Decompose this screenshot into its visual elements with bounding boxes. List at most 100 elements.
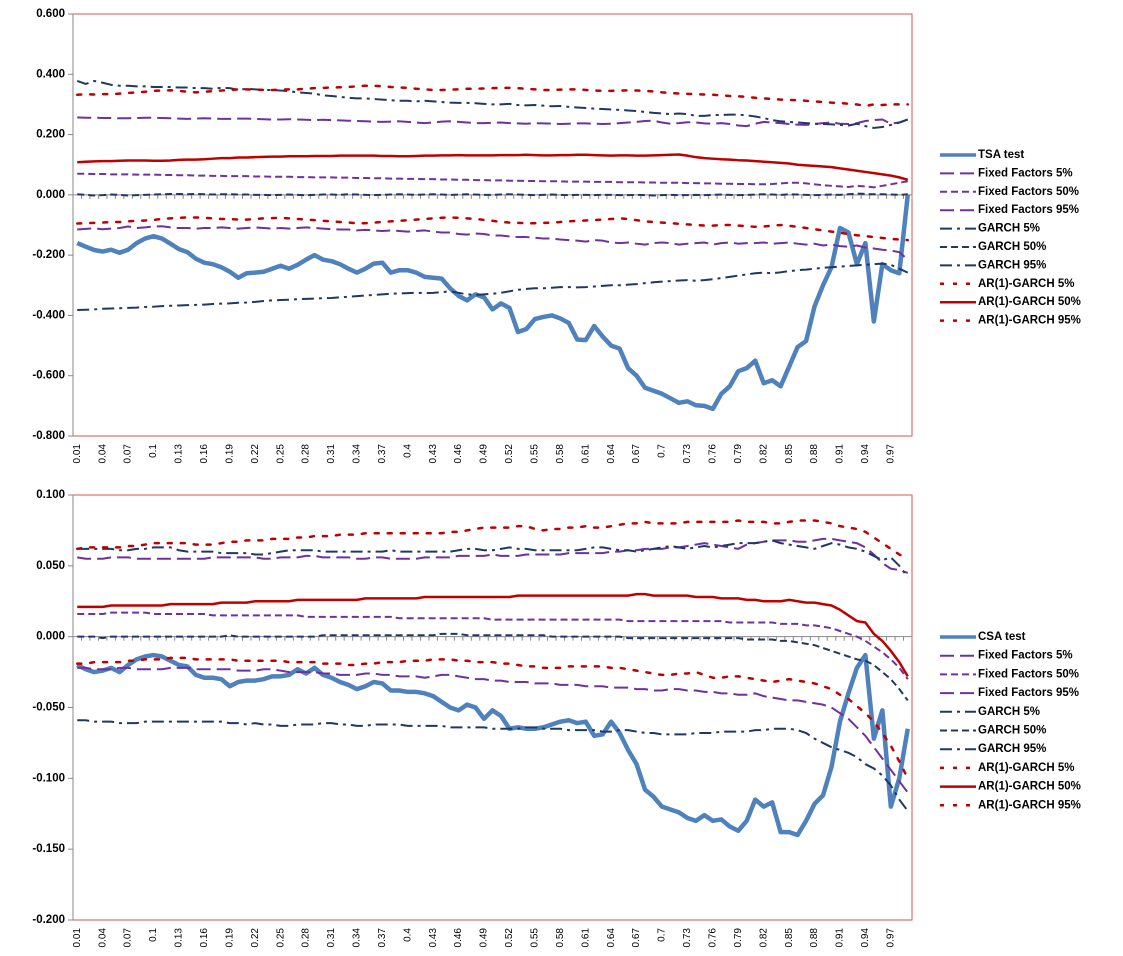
series-line (77, 539, 909, 578)
x-tick-label: 0.07 (123, 444, 134, 464)
series-line (77, 592, 909, 677)
y-tick-label: -0.200 (32, 249, 65, 261)
x-tick-label: 0.07 (123, 928, 134, 948)
x-tick-label: 0.79 (733, 928, 744, 948)
x-tick-label: 0.79 (733, 444, 744, 464)
legend-label: AR(1)-GARCH 50% (978, 296, 1081, 308)
y-tick-label: -0.200 (32, 914, 65, 926)
y-tick-label: -0.600 (32, 370, 65, 382)
x-tick-label: 0.46 (453, 444, 464, 464)
y-tick-label: -0.150 (32, 843, 65, 855)
x-tick-label: 0.76 (707, 444, 718, 464)
legend-label: Fixed Factors 5% (978, 167, 1073, 179)
x-tick-label: 0.58 (555, 444, 566, 464)
x-tick-label: 0.04 (97, 928, 108, 948)
legend-label: GARCH 5% (978, 223, 1040, 235)
legend-label: TSA test (978, 149, 1024, 161)
series-line (77, 116, 909, 128)
x-tick-label: 0.88 (809, 444, 820, 464)
x-tick-label: 0.31 (326, 928, 337, 948)
legend-label: AR(1)-GARCH 95% (978, 315, 1081, 327)
y-tick-label: 0.000 (36, 631, 65, 643)
y-tick-label: 0.000 (36, 189, 65, 201)
x-tick-label: 0.13 (174, 444, 185, 464)
x-tick-label: 0.64 (606, 928, 617, 948)
y-tick-label: -0.100 (32, 772, 65, 784)
x-tick-label: 0.43 (428, 444, 439, 464)
x-tick-label: 0.76 (707, 928, 718, 948)
x-tick-label: 0.82 (758, 444, 769, 464)
series-line (77, 192, 908, 197)
series-line (77, 153, 909, 181)
y-tick-label: 0.100 (36, 489, 65, 501)
x-tick-label: 0.28 (301, 444, 312, 464)
x-tick-label: 0.61 (580, 928, 591, 948)
x-tick-label: 0.94 (860, 444, 871, 464)
legend-label: Fixed Factors 50% (978, 186, 1079, 198)
x-tick-label: 0.01 (72, 928, 83, 948)
x-tick-label: 0.52 (504, 928, 515, 948)
legend-label: AR(1)-GARCH 50% (978, 781, 1081, 793)
x-tick-label: 0.88 (809, 928, 820, 948)
y-tick-label: 0.600 (36, 8, 65, 20)
x-tick-label: 0.58 (555, 928, 566, 948)
x-tick-label: 0.64 (606, 444, 617, 464)
x-tick-label: 0.25 (275, 444, 286, 464)
series-line (75, 519, 910, 560)
x-tick-label: 0.85 (784, 444, 795, 464)
x-tick-label: 0.49 (479, 444, 490, 464)
legend-label: AR(1)-GARCH 5% (978, 278, 1074, 290)
x-tick-label: 0.16 (199, 928, 210, 948)
legend-label: Fixed Factors 50% (978, 668, 1079, 680)
y-tick-label: -0.400 (32, 309, 65, 321)
series-line (77, 262, 909, 311)
legend-label: AR(1)-GARCH 5% (978, 762, 1074, 774)
x-tick-label: 0.7 (657, 444, 668, 458)
x-tick-label: 0.22 (250, 928, 261, 948)
x-tick-label: 0.43 (428, 928, 439, 948)
x-tick-label: 0.73 (682, 928, 693, 948)
x-tick-label: 0.28 (301, 928, 312, 948)
x-tick-label: 0.1 (148, 928, 159, 942)
x-tick-label: 0.37 (377, 928, 388, 948)
x-tick-label: 0.22 (250, 444, 261, 464)
x-tick-label: 0.82 (758, 928, 769, 948)
x-tick-label: 0.91 (835, 444, 846, 464)
legend-label: CSA test (978, 631, 1026, 643)
x-tick-label: 0.55 (530, 444, 541, 464)
series-line (77, 632, 909, 702)
x-tick-label: 0.4 (402, 928, 413, 942)
x-tick-label: 0.19 (224, 444, 235, 464)
legend-label: GARCH 50% (978, 241, 1046, 253)
legend-label: GARCH 95% (978, 743, 1046, 755)
series-line (75, 656, 910, 780)
x-tick-label: 0.37 (377, 444, 388, 464)
legend-label: AR(1)-GARCH 95% (978, 799, 1081, 811)
x-tick-label: 0.4 (402, 444, 413, 458)
x-tick-label: 0.61 (580, 444, 591, 464)
x-tick-label: 0.97 (885, 444, 896, 464)
legend-label: GARCH 95% (978, 259, 1046, 271)
series-line (75, 84, 910, 108)
legend-label: GARCH 50% (978, 725, 1046, 737)
y-tick-label: -0.800 (32, 430, 65, 442)
legend-label: Fixed Factors 5% (978, 650, 1073, 662)
x-tick-label: 0.25 (275, 928, 286, 948)
series-line (77, 719, 909, 812)
x-tick-label: 0.52 (504, 444, 515, 464)
x-tick-label: 0.55 (530, 928, 541, 948)
x-tick-label: 0.46 (453, 928, 464, 948)
y-tick-label: -0.050 (32, 702, 65, 714)
x-tick-label: 0.01 (72, 444, 83, 464)
x-tick-label: 0.19 (224, 928, 235, 948)
x-tick-label: 0.04 (97, 444, 108, 464)
legend-label: Fixed Factors 95% (978, 687, 1079, 699)
y-tick-label: 0.400 (36, 68, 65, 80)
series-line (76, 652, 910, 838)
x-tick-label: 0.67 (631, 444, 642, 464)
x-tick-label: 0.94 (860, 928, 871, 948)
x-tick-label: 0.31 (326, 444, 337, 464)
x-tick-label: 0.97 (885, 928, 896, 948)
